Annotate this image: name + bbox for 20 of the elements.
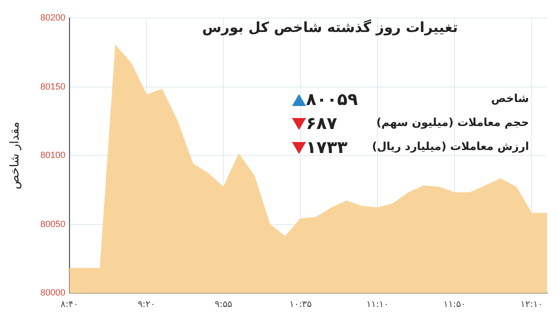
chart-title: تغییرات روز گذشته شاخص کل بورس: [201, 20, 459, 36]
annotation: ۶۸۷: [306, 114, 338, 134]
annotation: ۸۰۰۵۹: [306, 90, 359, 110]
y-tick-label: 80100: [40, 150, 66, 160]
annotation: حجم معاملات (میلیون سهم): [376, 116, 529, 129]
x-tick-label: ۱۰:۳۵: [289, 300, 312, 310]
x-tick-label: ۹:۲۰: [138, 300, 156, 310]
x-tick-label: ۹:۵۵: [214, 300, 232, 310]
x-tick-label: ۱۱:۵۰: [443, 300, 466, 310]
annotation: شاخص: [491, 92, 529, 105]
y-tick-label: 80150: [40, 81, 66, 92]
x-tick-label: ۸:۴۰: [60, 300, 78, 310]
x-tick-label: ۱۱:۱۰: [366, 300, 389, 310]
annotation: ارزش معاملات (میلیارد ریال): [372, 140, 529, 153]
y-tick-label: 80050: [40, 218, 66, 229]
annotation: ۱۷۳۳: [306, 138, 348, 158]
y-tick-label: 80200: [40, 12, 66, 22]
y-axis-title: مقدار شاخص: [7, 122, 22, 190]
x-tick-label: ۱۲:۱۰: [520, 300, 543, 310]
y-tick-label: 80000: [40, 288, 66, 298]
